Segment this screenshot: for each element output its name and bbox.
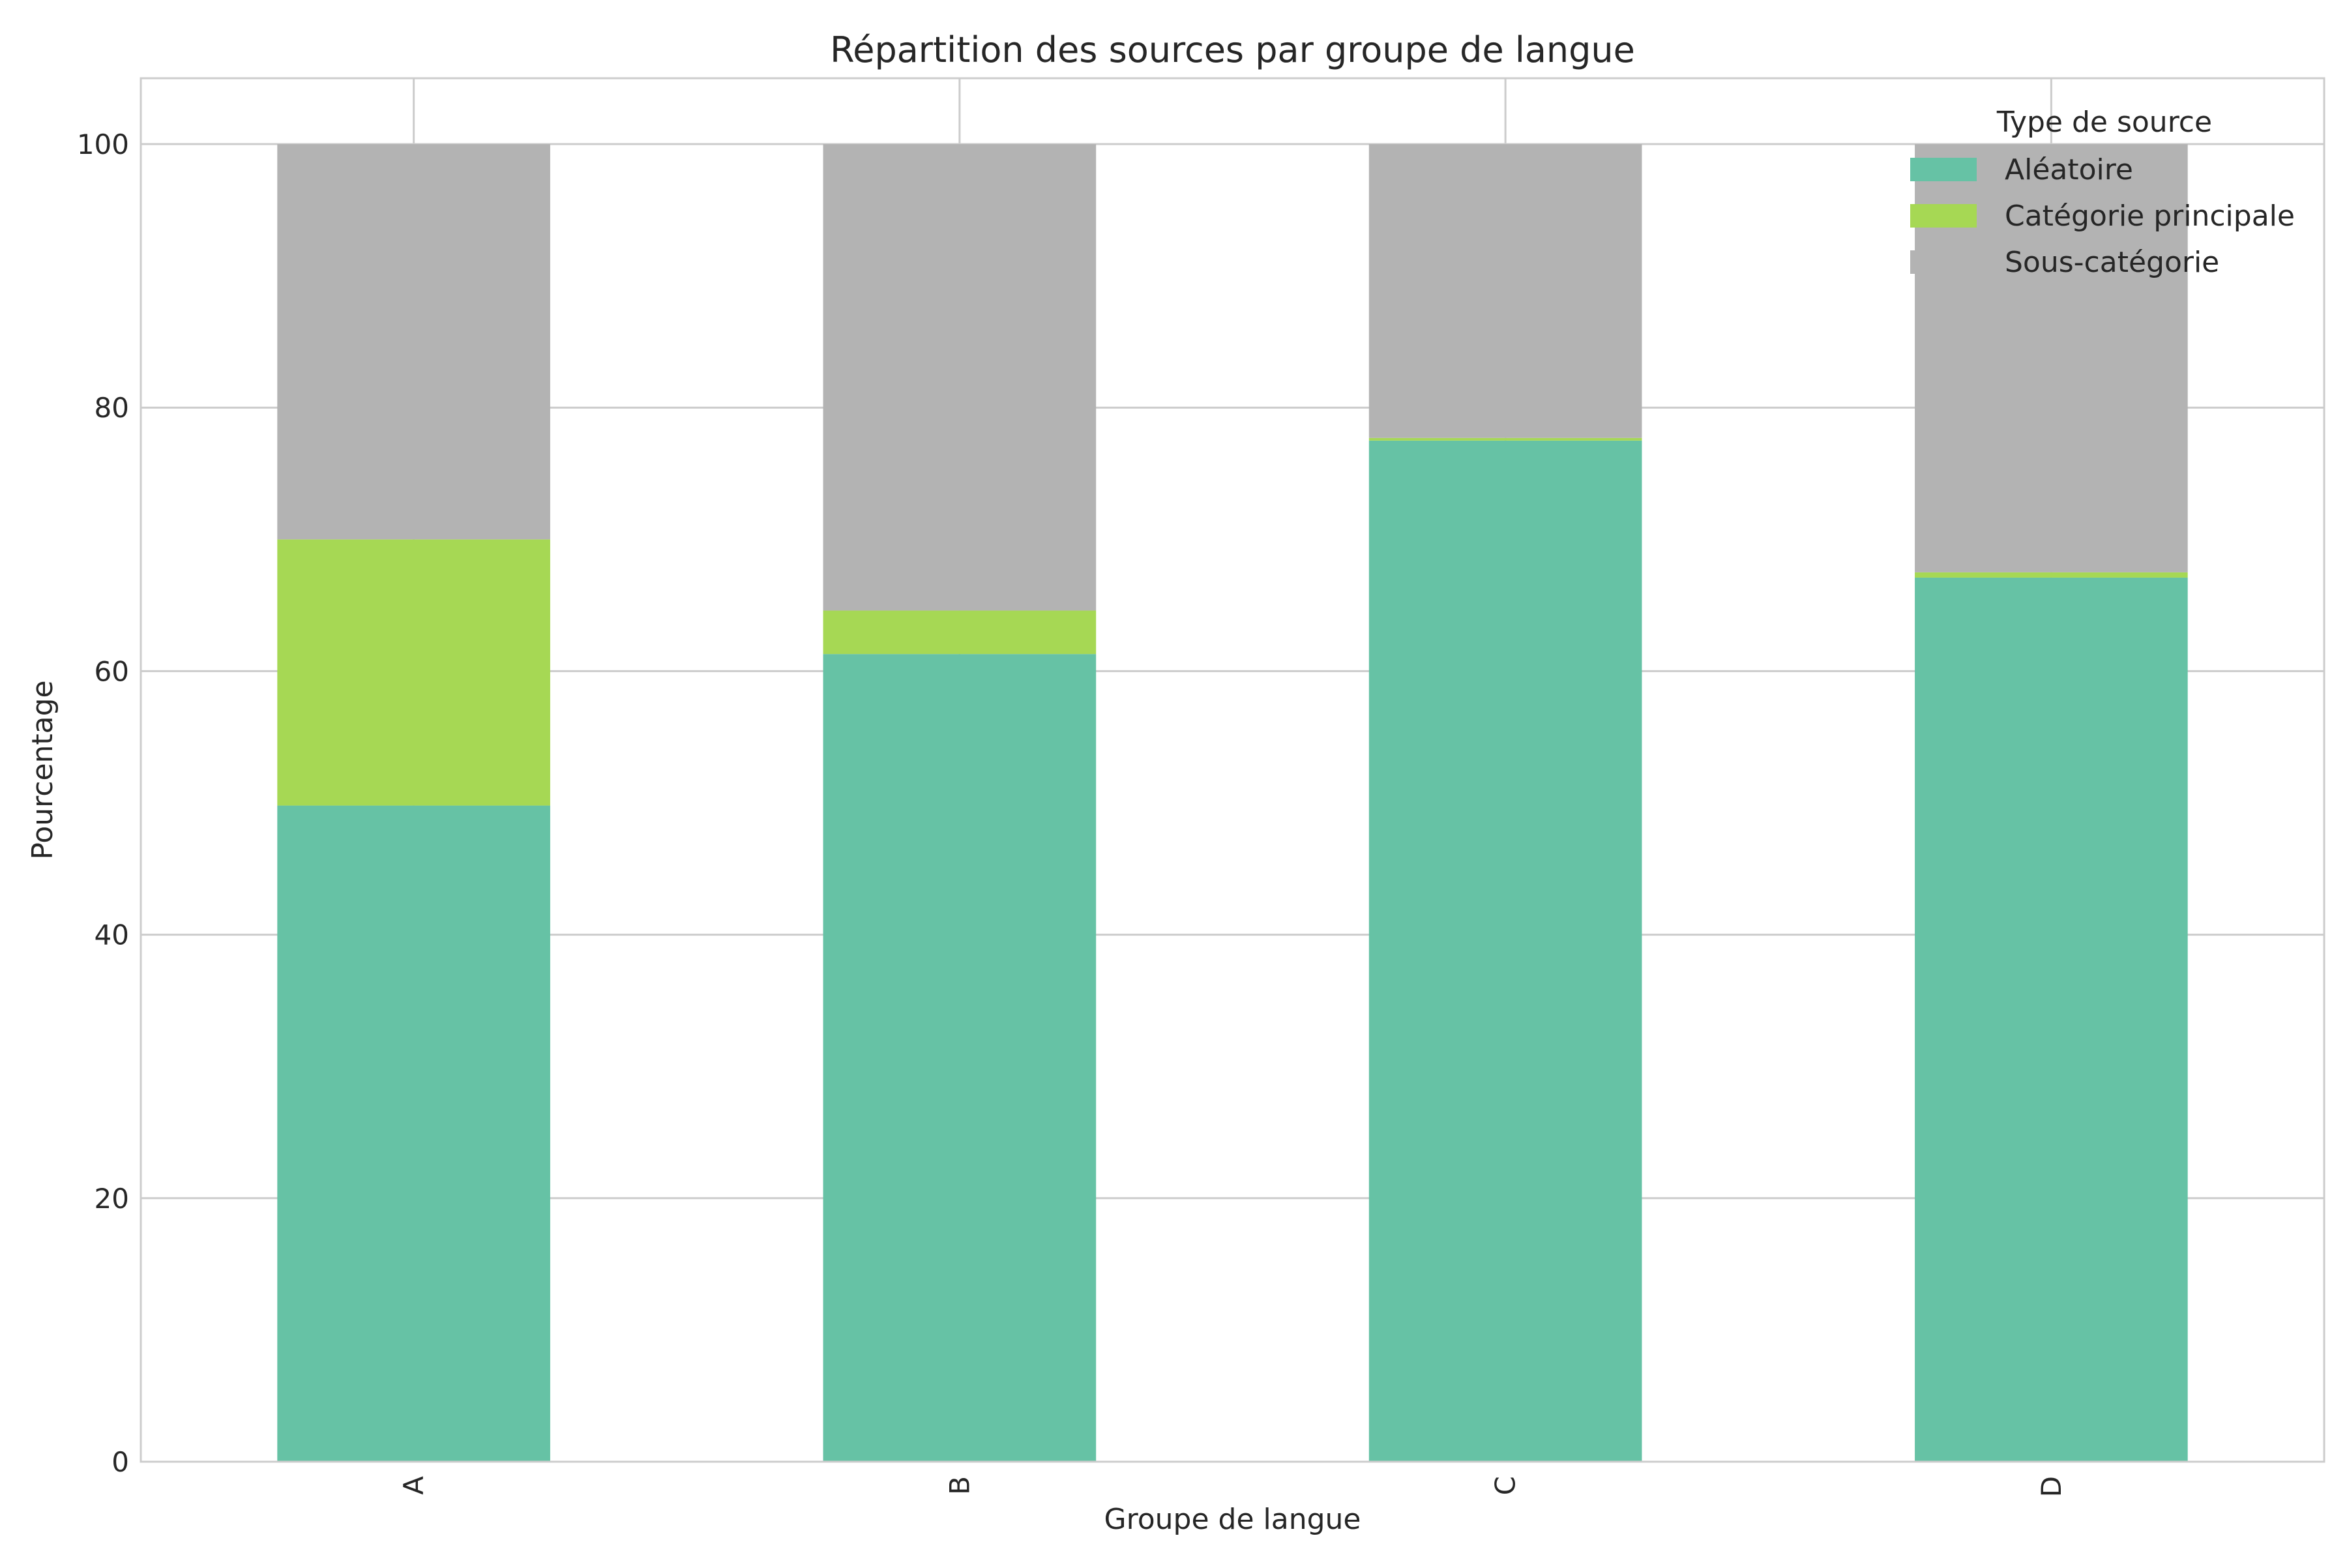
y-tick-label: 60: [95, 655, 129, 687]
x-tick-label-A: A: [398, 1476, 430, 1495]
legend: Type de source Aléatoire Catégorie princi…: [1910, 106, 2295, 279]
y-tick-label: 0: [111, 1446, 129, 1478]
bar-segment-D-1: [1915, 572, 2188, 578]
plot-frame: [140, 77, 2325, 1463]
y-tick-label: 40: [95, 919, 129, 951]
y-axis-title: Pourcentage: [26, 680, 59, 859]
bar-segment-A-0: [277, 805, 550, 1462]
bar-segment-A-1: [277, 539, 550, 806]
bars: [277, 144, 2188, 1462]
legend-label-1: Catégorie principale: [2005, 200, 2295, 233]
tick-labels: 0 20 40 60 80 100 A B C D: [77, 128, 2067, 1497]
bar-segment-C-0: [1368, 440, 1642, 1462]
x-tick-label-D: D: [2035, 1476, 2067, 1497]
legend-swatch-0: [1910, 158, 1977, 181]
legend-label-2: Sous-catégorie: [2005, 246, 2219, 279]
chart-title: Répartition des sources par groupe de la…: [830, 29, 1635, 70]
y-tick-label: 20: [95, 1183, 129, 1215]
bar-segment-B-0: [823, 654, 1097, 1462]
bar-segment-B-1: [823, 610, 1097, 655]
legend-items: Aléatoire Catégorie principale Sous-catégo…: [1910, 153, 2295, 279]
legend-swatch-2: [1910, 250, 1977, 274]
bar-segment-D-0: [1915, 577, 2188, 1462]
x-tick-label-C: C: [1490, 1476, 1522, 1495]
bar-segment-C-1: [1368, 437, 1642, 441]
bar-segment-B-2: [823, 144, 1097, 611]
legend-title: Type de source: [1996, 106, 2212, 139]
bar-segment-A-2: [277, 144, 550, 540]
bar-segment-C-2: [1368, 144, 1642, 438]
y-tick-label: 80: [95, 392, 129, 424]
x-axis-title: Groupe de langue: [1104, 1503, 1361, 1536]
x-tick-label-B: B: [943, 1476, 975, 1495]
y-tick-label: 100: [77, 128, 129, 160]
legend-label-0: Aléatoire: [2005, 153, 2133, 186]
legend-swatch-1: [1910, 204, 1977, 228]
